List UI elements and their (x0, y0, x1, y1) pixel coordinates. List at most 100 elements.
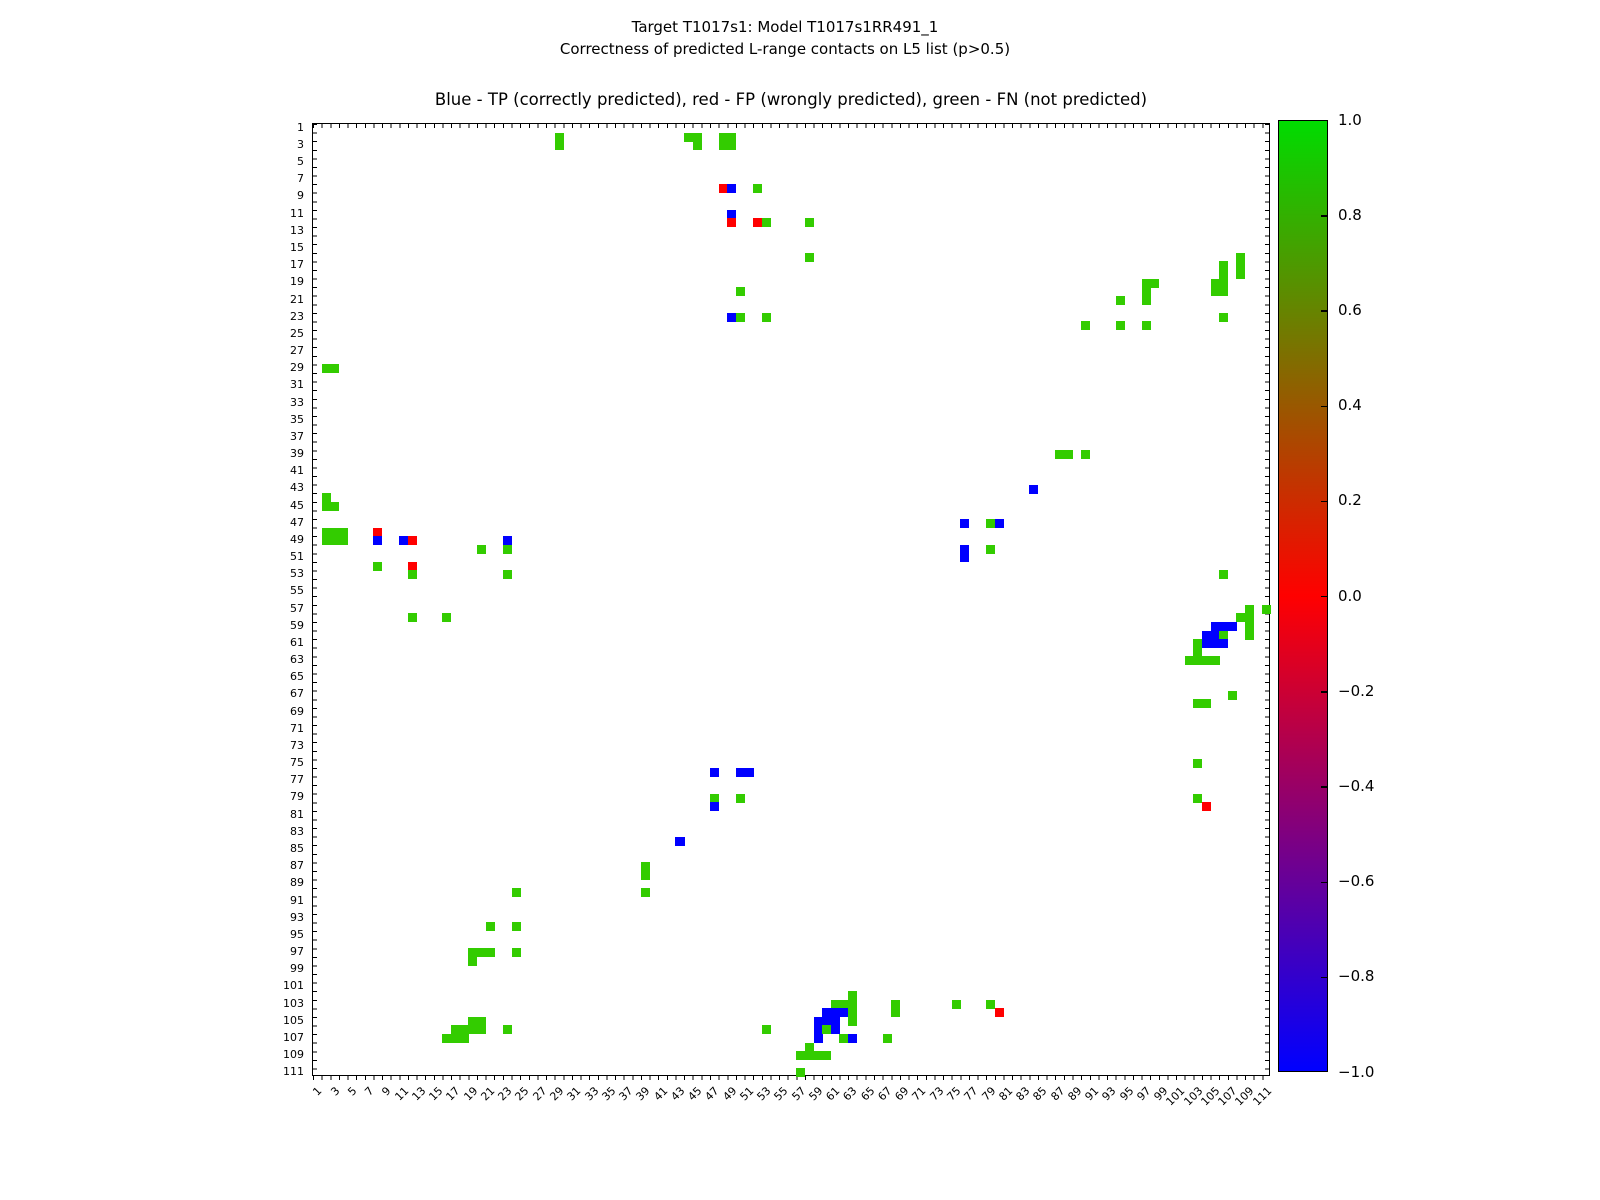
contact-cell (710, 802, 720, 812)
y-tick-label: 1 (297, 120, 304, 134)
contact-cell (554, 141, 564, 151)
contact-cell (986, 999, 996, 1009)
contact-cell (882, 1034, 892, 1044)
y-tick-label: 15 (290, 240, 304, 254)
x-tick-label: 33 (581, 1084, 601, 1104)
contact-cell (727, 218, 737, 228)
contact-cell (692, 132, 702, 142)
contact-cell (891, 1008, 901, 1018)
contact-cell (718, 141, 728, 151)
contact-cell (373, 536, 383, 546)
contact-cell (321, 493, 331, 503)
contact-cell (338, 536, 348, 546)
x-tick-label: 49 (719, 1084, 740, 1104)
contact-cell (459, 1034, 469, 1044)
figure-title-line2: Correctness of predicted L-range contact… (559, 40, 1011, 58)
y-tick-label: 43 (290, 481, 304, 495)
contact-cell (710, 793, 720, 803)
y-tick-label: 61 (290, 635, 304, 649)
contact-cell (1219, 269, 1229, 279)
contact-cell (1219, 621, 1229, 631)
y-tick-label: 47 (290, 515, 304, 529)
contact-cell (1236, 252, 1246, 262)
x-tick-label: 9 (379, 1084, 394, 1099)
contact-cell (338, 527, 348, 537)
contact-cell (1210, 630, 1220, 640)
contact-cell (848, 1016, 858, 1026)
contact-cell (822, 1016, 832, 1026)
y-tick-label: 33 (290, 395, 304, 409)
contact-cell (399, 536, 409, 546)
contact-cell (986, 518, 996, 528)
y-tick-label: 95 (290, 927, 304, 941)
x-axis-top-ticks (313, 124, 1269, 128)
contact-cell (761, 1025, 771, 1035)
colorbar-tick (1321, 500, 1328, 503)
contact-cell (1201, 699, 1211, 709)
y-tick-label: 77 (290, 773, 304, 787)
colorbar-label: −1.0 (1338, 1062, 1375, 1081)
contact-cell (442, 1034, 452, 1044)
contact-cell (1201, 656, 1211, 666)
contact-cell (1210, 287, 1220, 297)
y-tick-label: 73 (290, 738, 304, 752)
contact-cell (1141, 321, 1151, 331)
contact-cell (1245, 604, 1255, 614)
contact-cell (994, 1008, 1004, 1018)
contact-cell (330, 536, 340, 546)
contact-cell (839, 999, 849, 1009)
contact-cell (1236, 261, 1246, 271)
x-tick-label: 7 (362, 1084, 377, 1099)
contact-cell (476, 1016, 486, 1026)
contact-cell (822, 1008, 832, 1018)
contact-cell (1210, 656, 1220, 666)
x-tick-label: 17 (443, 1084, 463, 1104)
y-tick-label: 11 (290, 206, 304, 220)
y-tick-label: 89 (290, 876, 304, 890)
x-tick-label: 87 (1047, 1084, 1068, 1104)
colorbar-label: −0.2 (1338, 681, 1375, 700)
y-tick-label: 25 (290, 326, 304, 340)
contact-map-plot (312, 123, 1272, 1080)
contact-cell (813, 1034, 823, 1044)
contact-cell (468, 956, 478, 966)
colorbar-label: 0.4 (1338, 396, 1362, 415)
contact-cell (761, 218, 771, 228)
contact-cell (727, 141, 737, 151)
contact-cell (727, 312, 737, 322)
y-tick-label: 23 (290, 309, 304, 323)
contact-cell (1150, 278, 1160, 288)
contact-cell (727, 132, 737, 142)
contact-cell (848, 1008, 858, 1018)
contact-cell (848, 991, 858, 1001)
contact-cell (727, 184, 737, 194)
contact-cell (710, 767, 720, 777)
y-tick-label: 55 (290, 584, 304, 598)
x-tick-label: 93 (1099, 1084, 1119, 1104)
contact-cell (848, 1034, 858, 1044)
contact-cell (1219, 278, 1229, 288)
x-tick-label: 5 (345, 1084, 360, 1099)
x-tick-label: 11 (392, 1084, 412, 1104)
contact-cell (1219, 312, 1229, 322)
contact-cell (1193, 656, 1203, 666)
contact-cell (485, 948, 495, 958)
contact-cell (476, 948, 486, 958)
contact-cell (407, 613, 417, 623)
contact-cell (1055, 450, 1065, 460)
contact-cell (1227, 621, 1237, 631)
y-tick-label: 37 (290, 429, 304, 443)
x-tick-label: 55 (771, 1084, 791, 1104)
contact-cell (1063, 450, 1073, 460)
contact-cell (675, 836, 685, 846)
contact-cell (468, 948, 478, 958)
colorbar-tick (1321, 215, 1328, 217)
y-tick-label: 13 (290, 223, 304, 237)
y-tick-label: 65 (290, 670, 304, 684)
y-tick-label: 41 (290, 464, 304, 478)
contact-cell (502, 570, 512, 580)
contact-cell (1141, 287, 1151, 297)
y-tick-label: 63 (290, 653, 304, 667)
y-tick-label: 99 (290, 962, 304, 976)
contact-cell (640, 862, 650, 872)
